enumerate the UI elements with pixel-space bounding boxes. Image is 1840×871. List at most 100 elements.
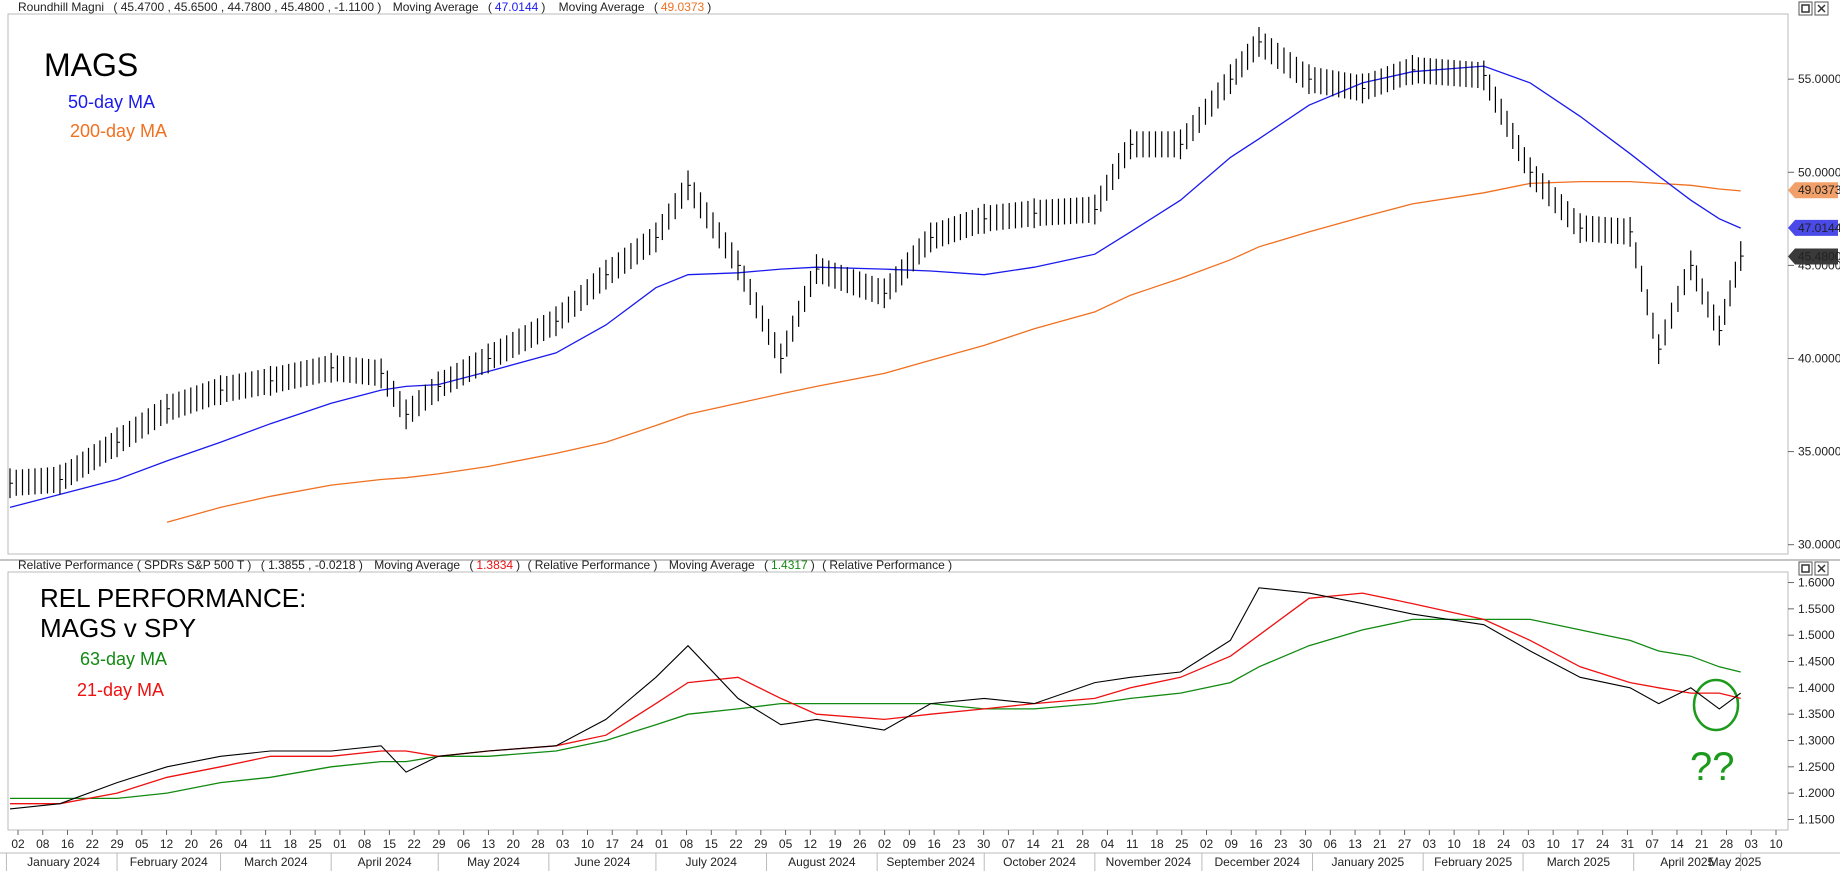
x-day-tick-label: 14 [1670,837,1684,851]
ma50-value-badge: 47.0144 [1788,219,1840,236]
x-day-tick-label: 07 [1002,837,1016,851]
ma200-value-badge-text: 49.0373 [1798,183,1840,197]
x-day-tick-label: 30 [1299,837,1313,851]
legend-values: ( 45.4700 , 45.6500 , 44.7800 , 45.4800 … [113,0,381,14]
x-day-tick-label: 28 [1076,837,1090,851]
x-day-tick-label: 23 [952,837,966,851]
ma63-label: 63-day MA [80,649,167,669]
relperf-y-tick-label: 1.5500 [1798,602,1835,616]
x-month-label: September 2024 [886,855,975,869]
x-day-tick-label: 09 [1225,837,1239,851]
x-month-label: April 2025 [1660,855,1714,869]
x-day-tick-label: 01 [333,837,347,851]
x-day-tick-label: 24 [1596,837,1610,851]
x-day-tick-label: 11 [259,837,272,851]
x-month-label: August 2024 [788,855,856,869]
x-day-tick-label: 03 [1745,837,1759,851]
relperf-maximize-button[interactable] [1798,561,1813,576]
x-month-label: January 2025 [1331,855,1404,869]
ma50-label: 50-day MA [68,92,155,112]
x-day-tick-label: 13 [1348,837,1362,851]
x-day-tick-label: 05 [779,837,793,851]
x-day-tick-label: 13 [482,837,496,851]
x-month-label: June 2024 [574,855,630,869]
x-day-tick-label: 20 [185,837,199,851]
x-day-tick-label: 01 [655,837,669,851]
x-day-tick-label: 18 [1150,837,1164,851]
price-y-tick-label: 50.0000 [1798,165,1840,179]
relperf-y-tick-label: 1.4000 [1798,681,1835,695]
legend2-ma1-suffix: ( Relative Performance ) [527,558,657,572]
x-day-tick-label: 06 [457,837,471,851]
x-day-tick-label: 22 [729,837,743,851]
price-value-badge-text: 45.4800 [1798,249,1840,263]
price-maximize-button[interactable] [1798,1,1813,16]
x-day-tick-label: 17 [606,837,620,851]
legend-ma1-value: 47.0144 [495,0,539,14]
relperf-legend: Relative Performance ( SPDRs S&P 500 T )… [18,558,952,572]
legend2-values: ( 1.3855 , -0.0218 ) [261,558,363,572]
relperf-y-tick-label: 1.3500 [1798,707,1835,721]
legend-ma1-label: Moving Average [393,0,479,14]
relperf-title-line2: MAGS v SPY [40,613,196,643]
x-day-tick-label: 28 [1720,837,1734,851]
x-day-tick-label: 21 [1373,837,1387,851]
x-day-tick-label: 03 [1423,837,1437,851]
x-day-tick-label: 16 [61,837,75,851]
price-title: MAGS [44,47,138,83]
legend2-security: Relative Performance ( SPDRs S&P 500 T ) [18,558,251,572]
x-day-tick-label: 22 [407,837,421,851]
price-legend: Roundhill Magni ( 45.4700 , 45.6500 , 44… [18,0,711,14]
x-day-tick-label: 15 [383,837,397,851]
x-month-label: May 2024 [467,855,520,869]
legend-ma2-value: 49.0373 [661,0,705,14]
x-day-tick-label: 16 [927,837,941,851]
price-close-button[interactable] [1814,1,1829,16]
highlight-circle [1692,678,1740,732]
x-day-tick-label: 10 [1769,837,1783,851]
x-day-tick-label: 02 [878,837,892,851]
ma50-line [9,65,1741,509]
x-day-tick-label: 11 [1126,837,1139,851]
x-day-tick-label: 02 [1200,837,1214,851]
price-value-badge: 45.4800 [1788,248,1840,265]
x-day-tick-label: 31 [1621,837,1635,851]
x-month-label: March 2025 [1547,855,1611,869]
relperf-close-button[interactable] [1814,561,1829,576]
question-annotation: ?? [1690,745,1735,789]
legend2-ma2-value: 1.4317 [771,558,808,572]
x-day-tick-label: 30 [977,837,991,851]
legend-ma2-label: Moving Average [559,0,645,14]
relperf-y-tick-label: 1.2000 [1798,786,1835,800]
x-month-label: March 2024 [244,855,308,869]
price-panel-frame [7,13,1789,555]
x-day-tick-label: 29 [432,837,446,851]
x-day-tick-label: 15 [705,837,719,851]
x-month-label: November 2024 [1106,855,1192,869]
x-day-tick-label: 25 [1175,837,1189,851]
x-day-tick-label: 24 [1497,837,1511,851]
x-day-tick-label: 08 [680,837,694,851]
x-day-tick-label: 29 [110,837,124,851]
close-icon [1817,564,1826,573]
price-y-tick-label: 40.0000 [1798,351,1840,365]
x-day-tick-label: 05 [135,837,149,851]
ma200-value-badge: 49.0373 [1788,182,1840,199]
x-day-tick-label: 17 [1571,837,1585,851]
x-day-tick-label: 08 [36,837,50,851]
legend2-ma2-label: Moving Average [669,558,755,572]
x-day-tick-label: 16 [1249,837,1263,851]
x-day-tick-label: 10 [1447,837,1461,851]
x-day-tick-label: 28 [531,837,545,851]
legend2-ma2-suffix: ( Relative Performance ) [822,558,952,572]
price-y-tick-label: 30.0000 [1798,538,1840,552]
x-day-tick-label: 03 [556,837,570,851]
relperf-y-tick-label: 1.5000 [1798,628,1835,642]
x-month-label: October 2024 [1003,855,1076,869]
x-day-tick-label: 02 [11,837,25,851]
x-day-tick-label: 22 [86,837,100,851]
price-y-tick-label: 55.0000 [1798,72,1840,86]
x-day-tick-label: 26 [853,837,867,851]
x-month-label: January 2024 [27,855,100,869]
